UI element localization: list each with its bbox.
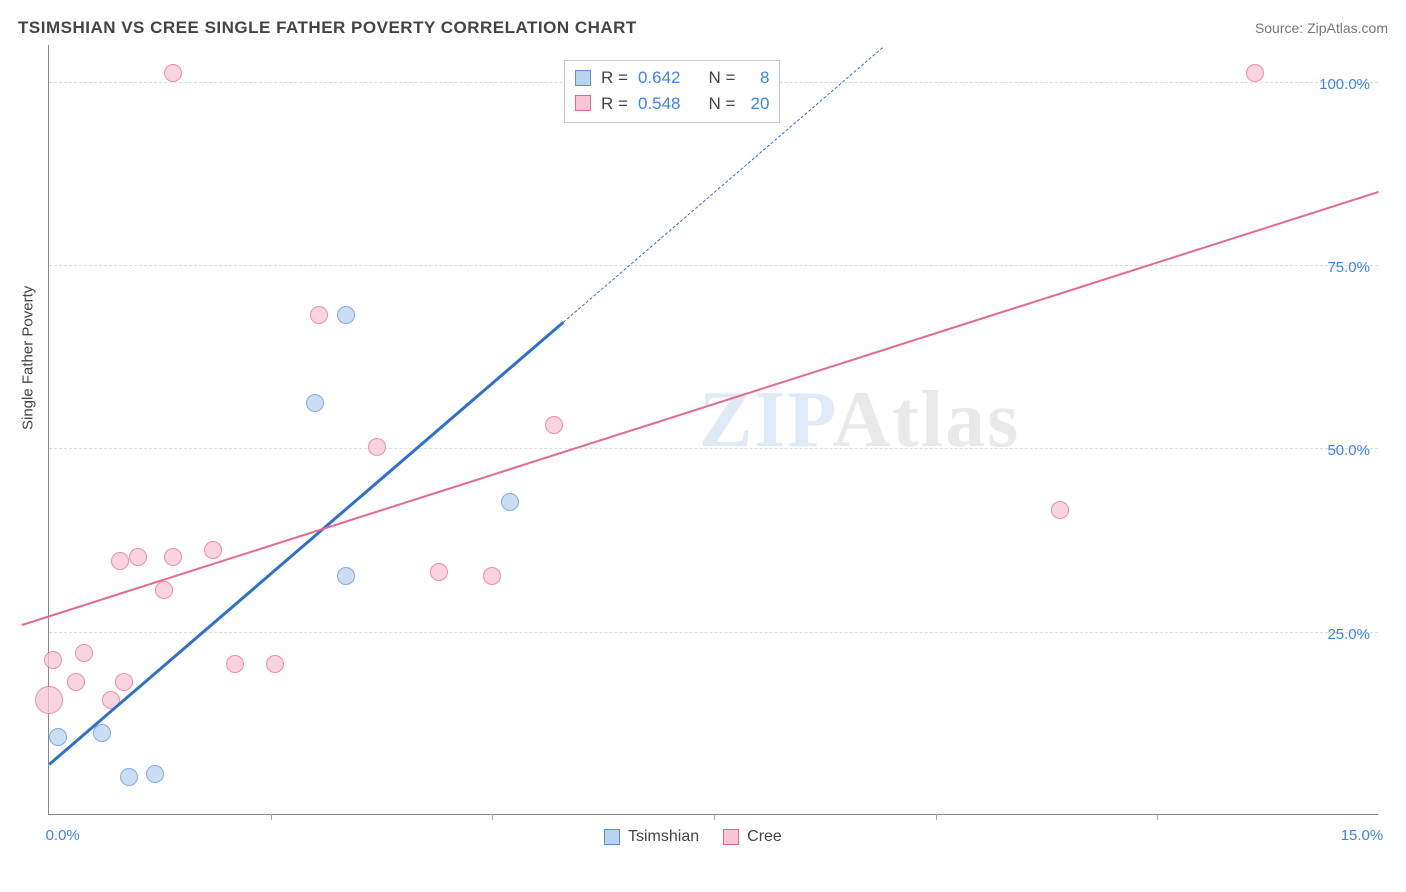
x-minor-tick xyxy=(936,814,937,820)
gridline-h xyxy=(49,448,1378,449)
data-point-cree xyxy=(483,567,501,585)
data-point-cree xyxy=(129,548,147,566)
data-point-cree xyxy=(164,64,182,82)
x-minor-tick xyxy=(1157,814,1158,820)
data-point-tsimshian xyxy=(146,765,164,783)
stats-n-value: 8 xyxy=(745,65,769,91)
y-tick-label: 75.0% xyxy=(1327,259,1370,276)
x-minor-tick xyxy=(271,814,272,820)
x-tick-label: 15.0% xyxy=(1341,827,1384,844)
legend: Tsimshian Cree xyxy=(604,828,782,846)
watermark-atlas: Atlas xyxy=(832,376,1020,464)
data-point-cree xyxy=(75,644,93,662)
gridline-h xyxy=(49,265,1378,266)
legend-item-cree: Cree xyxy=(723,828,782,846)
data-point-cree xyxy=(226,655,244,673)
y-axis-title: Single Father Poverty xyxy=(20,286,37,430)
stats-n-value: 20 xyxy=(745,91,769,117)
data-point-tsimshian xyxy=(49,728,67,746)
x-minor-tick xyxy=(714,814,715,820)
stats-r-value: 0.548 xyxy=(638,91,681,117)
data-point-cree xyxy=(155,581,173,599)
stats-r-label: R = xyxy=(601,65,628,91)
chart-title: TSIMSHIAN VS CREE SINGLE FATHER POVERTY … xyxy=(18,18,637,38)
y-tick-label: 50.0% xyxy=(1327,442,1370,459)
stats-n-label: N = xyxy=(708,91,735,117)
data-point-tsimshian xyxy=(337,306,355,324)
legend-swatch xyxy=(604,829,620,845)
data-point-cree xyxy=(204,541,222,559)
stats-swatch xyxy=(575,95,591,111)
data-point-tsimshian xyxy=(93,724,111,742)
stats-r-value: 0.642 xyxy=(638,65,681,91)
data-point-cree xyxy=(310,306,328,324)
stats-r-label: R = xyxy=(601,91,628,117)
legend-item-tsimshian: Tsimshian xyxy=(604,828,699,846)
stats-box: R = 0.642 N = 8 R = 0.548 N = 20 xyxy=(564,60,780,123)
x-minor-tick xyxy=(492,814,493,820)
data-point-cree xyxy=(1246,64,1264,82)
plot-area: ZIPAtlas 25.0%50.0%75.0%100.0%0.0%15.0%R… xyxy=(48,45,1378,815)
y-tick-label: 25.0% xyxy=(1327,626,1370,643)
data-point-cree xyxy=(67,673,85,691)
watermark-zip: ZIP xyxy=(699,376,832,464)
data-point-cree xyxy=(1051,501,1069,519)
data-point-cree xyxy=(164,548,182,566)
data-point-cree xyxy=(111,552,129,570)
legend-swatch xyxy=(723,829,739,845)
gridline-h xyxy=(49,632,1378,633)
legend-label: Cree xyxy=(747,828,782,846)
data-point-cree xyxy=(266,655,284,673)
data-point-tsimshian xyxy=(306,394,324,412)
x-tick-label: 0.0% xyxy=(46,827,80,844)
data-point-tsimshian xyxy=(501,493,519,511)
data-point-cree xyxy=(44,651,62,669)
chart-source: Source: ZipAtlas.com xyxy=(1255,20,1388,36)
stats-row-cree: R = 0.548 N = 20 xyxy=(575,91,769,117)
stats-swatch xyxy=(575,70,591,86)
chart-header: TSIMSHIAN VS CREE SINGLE FATHER POVERTY … xyxy=(18,18,1388,38)
data-point-cree xyxy=(115,673,133,691)
watermark: ZIPAtlas xyxy=(699,375,1020,466)
data-point-cree xyxy=(35,686,63,714)
data-point-tsimshian xyxy=(337,567,355,585)
y-tick-label: 100.0% xyxy=(1319,76,1370,93)
data-point-cree xyxy=(368,438,386,456)
data-point-cree xyxy=(430,563,448,581)
legend-label: Tsimshian xyxy=(628,828,699,846)
data-point-tsimshian xyxy=(120,768,138,786)
stats-n-label: N = xyxy=(708,65,735,91)
data-point-cree xyxy=(545,416,563,434)
stats-row-tsimshian: R = 0.642 N = 8 xyxy=(575,65,769,91)
